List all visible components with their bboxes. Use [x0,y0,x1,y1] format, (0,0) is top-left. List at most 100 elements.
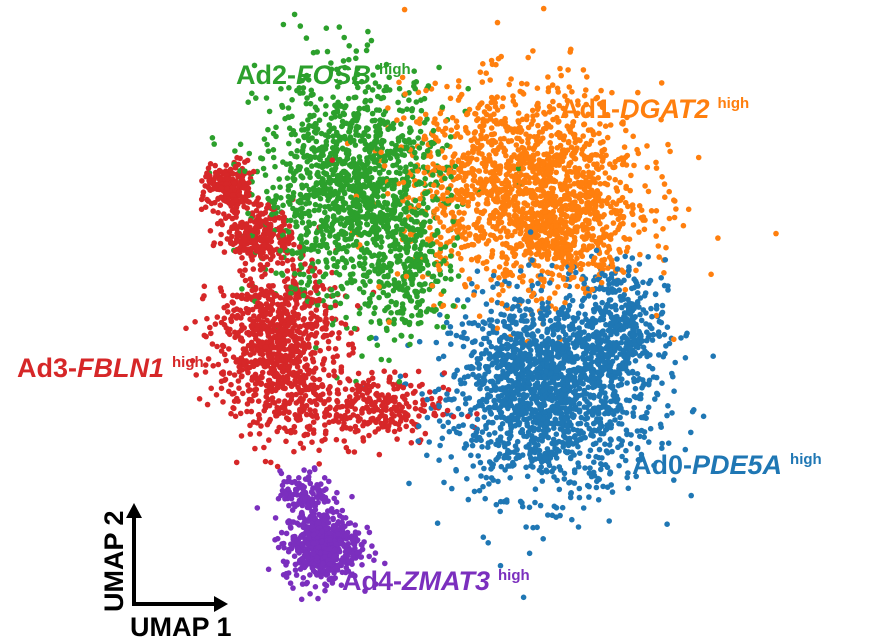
point-ad1 [509,272,516,279]
point-ad0 [505,440,512,447]
point-ad1 [504,171,511,177]
point-ad3 [308,315,314,322]
point-ad1 [538,193,544,200]
point-ad1 [494,199,501,205]
point-ad3 [284,257,291,264]
point-ad3 [244,408,250,415]
point-ad2 [285,105,292,111]
point-ad1 [573,250,579,256]
point-ad1 [548,132,555,139]
point-ad2 [341,264,348,271]
point-ad1 [617,179,623,186]
point-ad2 [387,248,394,255]
point-ad1 [561,165,567,171]
point-ad3 [290,266,297,273]
point-ad1 [653,208,660,214]
point-ad0 [493,329,500,336]
point-ad2 [353,128,359,134]
point-ad0 [436,418,443,424]
point-ad0 [647,324,654,330]
point-ad0 [514,438,521,445]
point-ad0 [645,253,651,260]
point-ad2 [440,288,447,294]
point-ad2 [429,273,436,280]
point-ad2 [337,79,343,86]
point-ad1 [452,151,458,157]
point-ad0 [616,345,623,352]
point-ad2 [313,229,320,236]
point-ad3 [412,388,418,395]
point-ad3 [263,253,270,260]
point-ad0 [504,335,510,342]
point-ad1 [433,134,439,141]
point-ad0 [453,466,459,473]
point-ad0 [434,520,441,526]
point-ad2 [375,64,381,70]
point-ad3 [213,392,220,398]
point-ad3 [262,271,268,277]
point-ad1 [552,290,558,296]
point-ad2 [365,84,372,90]
point-ad1 [475,168,482,174]
point-ad0 [700,413,707,420]
point-ad0 [638,451,645,458]
point-ad3 [349,386,356,393]
point-ad1 [432,80,439,87]
point-ad1 [518,228,524,235]
point-ad0 [490,272,497,279]
point-ad0 [672,359,678,366]
point-ad0 [583,411,589,417]
point-ad2 [270,147,277,153]
point-ad3 [360,438,367,444]
point-ad3 [226,370,233,377]
point-ad0 [575,524,582,530]
point-ad1 [496,275,502,281]
point-ad2 [368,37,375,44]
point-ad3 [275,260,281,266]
point-ad0 [462,314,469,320]
point-ad0 [510,304,517,310]
point-ad1 [496,264,503,270]
point-ad4 [286,518,292,524]
point-ad1 [456,209,463,216]
point-ad3 [283,415,290,421]
point-ad0 [553,431,560,438]
point-ad1 [456,218,462,225]
point-ad0 [624,380,630,386]
point-ad2 [376,279,383,285]
point-ad1 [571,131,578,138]
point-ad3 [239,272,246,279]
point-ad3 [253,207,260,214]
point-ad1 [622,154,629,161]
point-ad0 [526,550,533,557]
point-ad1 [673,206,679,212]
point-ad2 [330,133,337,139]
point-ad0 [451,425,457,432]
point-ad4 [294,545,301,552]
point-ad1 [438,184,445,191]
point-ad2 [357,254,363,260]
point-ad2 [280,21,287,28]
point-ad0 [623,447,629,454]
point-ad1 [553,169,559,176]
point-ad1 [562,112,569,119]
point-ad1 [461,210,467,216]
point-ad3 [369,375,376,382]
point-ad2 [414,289,421,296]
point-ad1 [591,131,597,138]
point-ad2 [433,278,439,285]
point-ad3 [271,324,278,330]
point-ad1 [579,253,586,260]
point-ad1 [509,232,515,239]
point-ad1 [658,116,664,123]
point-ad3 [289,257,296,263]
point-ad3 [212,162,218,169]
point-ad1 [543,120,549,127]
point-ad1 [503,242,510,248]
point-ad0 [632,385,639,392]
point-ad0 [669,410,675,416]
point-ad3 [274,463,281,470]
point-ad2 [408,263,414,269]
point-ad4 [310,490,316,497]
point-ad3 [220,292,227,299]
